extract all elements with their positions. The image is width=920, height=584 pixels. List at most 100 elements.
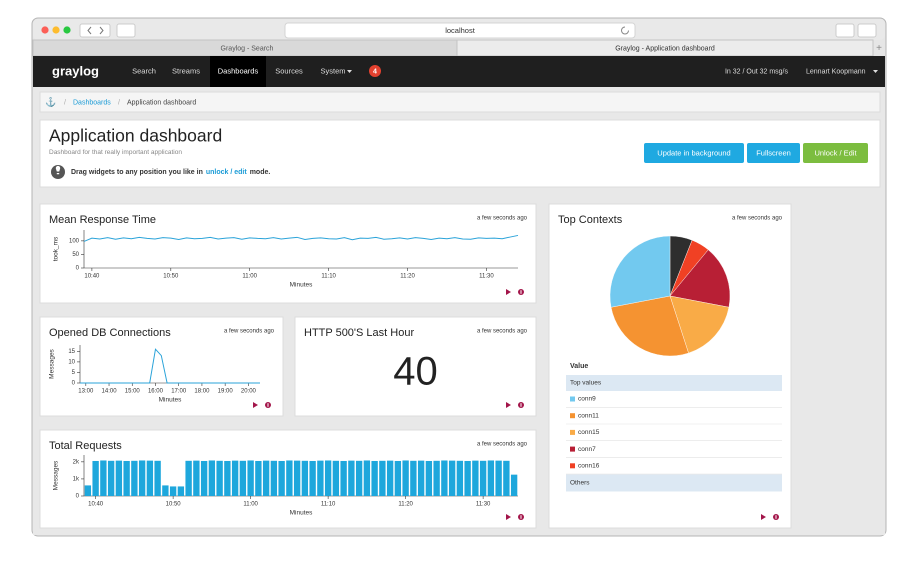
caret (873, 70, 878, 73)
reload-icon[interactable] (621, 26, 629, 35)
widget-updated: a few seconds ago (224, 329, 275, 335)
nav-item[interactable]: Search (132, 66, 156, 75)
widget-title: Top Contexts (558, 214, 623, 226)
widget-title: Mean Response Time (49, 214, 156, 226)
tabs-button[interactable] (857, 23, 877, 38)
bar (394, 460, 402, 496)
y-axis-label: Messages (53, 460, 60, 490)
widget (39, 203, 537, 304)
zoom-button[interactable] (63, 26, 71, 34)
nav-item[interactable]: Dashboards (218, 66, 259, 75)
replay-icon[interactable] (506, 514, 511, 520)
legend-swatch (570, 396, 575, 402)
y-tick-label: 100 (69, 238, 80, 244)
breadcrumb-current: Application dashboard (127, 99, 196, 106)
bar (487, 460, 495, 496)
bar (379, 460, 386, 496)
bar (332, 460, 340, 496)
y-tick-label: 0 (76, 494, 80, 500)
bar (231, 460, 239, 496)
user-menu[interactable]: Lennart Koopmann (806, 68, 866, 75)
info-dot (520, 403, 522, 407)
widget-title: Total Requests (49, 440, 122, 452)
bar (200, 460, 208, 496)
bar (317, 460, 324, 496)
bar (293, 460, 301, 496)
legend-swatch (570, 446, 575, 452)
y-tick-label: 2k (73, 459, 80, 465)
widget-updated: a few seconds ago (477, 329, 528, 335)
line (80, 348, 260, 384)
address-bar[interactable] (284, 22, 636, 39)
x-tick-label: 10:50 (163, 274, 179, 280)
button[interactable] (803, 143, 868, 163)
sidebar-button[interactable] (116, 23, 136, 38)
replay-icon[interactable] (506, 402, 511, 408)
button-label: Update in background (657, 148, 730, 157)
minimize-button[interactable] (52, 26, 60, 34)
bar (84, 485, 92, 496)
x-tick-label: 10:50 (166, 502, 182, 508)
replay-icon[interactable] (761, 514, 766, 520)
info-dot (267, 403, 269, 407)
x-tick-label: 11:30 (479, 274, 494, 280)
bar (340, 460, 347, 496)
x-tick-label: 16:00 (148, 389, 164, 395)
bar (247, 460, 254, 496)
new-tab[interactable]: + (876, 43, 882, 54)
y-axis-label: took_ms (53, 236, 60, 261)
x-axis-label: Minutes (290, 510, 314, 517)
replay-icon[interactable] (506, 289, 511, 295)
navbar (33, 56, 885, 87)
widget-updated: a few seconds ago (477, 442, 528, 448)
x-tick-label: 11:10 (321, 502, 336, 508)
nav-item[interactable]: Streams (172, 66, 200, 75)
y-tick-label: 0 (76, 266, 80, 272)
url: localhost (445, 26, 476, 35)
bar (154, 460, 161, 496)
arrows-icon (87, 26, 104, 35)
button[interactable] (747, 143, 800, 163)
info-dot (775, 515, 777, 519)
legend-swatch (570, 429, 575, 435)
bar (262, 460, 270, 496)
widget-title: HTTP 500'S Last Hour (304, 327, 414, 339)
pie-slice (669, 295, 730, 354)
back-forward[interactable] (79, 23, 111, 38)
hint-text: Drag widgets to any position you like in (71, 169, 203, 176)
y-tick-label: 50 (72, 252, 79, 258)
nav-item[interactable]: System (320, 66, 345, 75)
logo[interactable]: graylog (52, 63, 99, 78)
x-tick-label: 11:00 (243, 502, 258, 508)
badge[interactable] (369, 65, 381, 77)
pie-slice (610, 295, 689, 357)
bar (355, 460, 363, 496)
bar (169, 486, 177, 496)
hint-link[interactable]: unlock / edit (206, 169, 248, 176)
y-axis-label: Messages (49, 348, 56, 378)
bar (503, 460, 510, 496)
widget (294, 316, 537, 417)
breadcrumb-link[interactable]: Dashboards (73, 99, 111, 106)
bar (100, 460, 107, 496)
bar (107, 460, 115, 496)
share-button[interactable] (835, 23, 855, 38)
bar (472, 460, 479, 496)
group-label: Top values (570, 380, 602, 387)
bar (495, 460, 502, 496)
bar (92, 460, 99, 496)
button[interactable] (644, 143, 744, 163)
x-tick-label: 11:00 (242, 274, 257, 280)
buttons: Update in background Fullscreen Unlock / E… (644, 143, 868, 163)
bar (255, 460, 262, 496)
bar (131, 460, 138, 496)
home-icon[interactable]: ⚓ (45, 96, 56, 107)
nav-item[interactable]: Sources (275, 66, 303, 75)
row-label: conn16 (578, 463, 600, 470)
y-tick-label: 1k (73, 476, 80, 482)
hint-text: mode. (250, 169, 271, 176)
replay-icon[interactable] (253, 402, 258, 408)
close-button[interactable] (41, 26, 49, 34)
separator: / (64, 99, 66, 106)
widget-title: Opened DB Connections (49, 327, 171, 339)
